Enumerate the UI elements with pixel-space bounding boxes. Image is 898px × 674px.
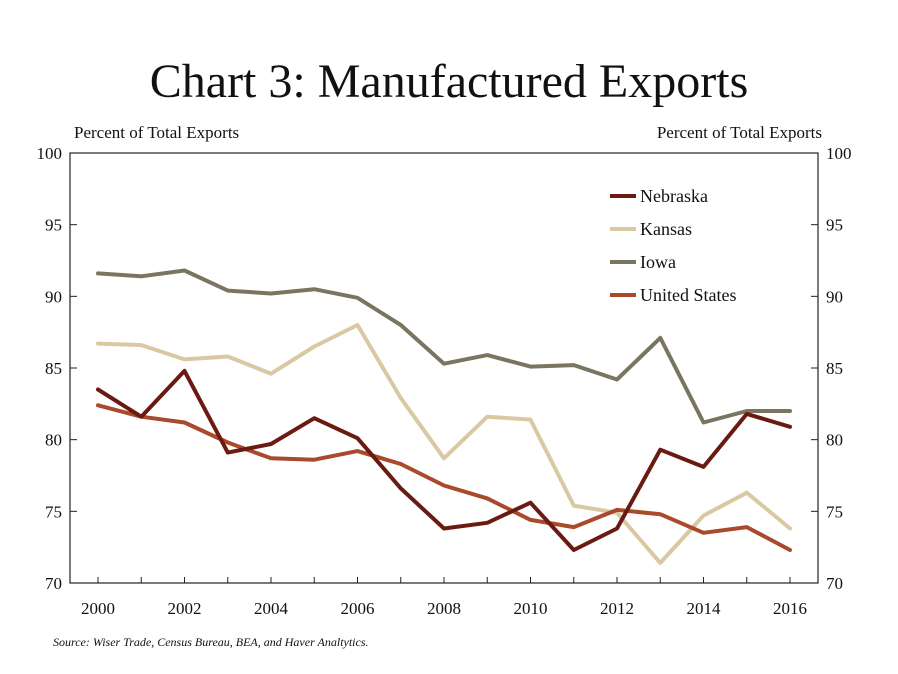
x-tick-label: 2000 (81, 599, 115, 618)
series-line-kansas (96, 323, 792, 565)
legend-label-kansas: Kansas (640, 219, 692, 239)
x-tick-label: 2010 (514, 599, 548, 618)
y-tick-label-left: 75 (45, 502, 62, 521)
y-tick-label-left: 95 (45, 216, 62, 235)
y-axis-label-left: Percent of Total Exports (74, 123, 240, 142)
series-line-iowa (96, 268, 792, 425)
y-tick-label-right: 85 (826, 359, 843, 378)
y-tick-label-right: 95 (826, 216, 843, 235)
x-tick-label: 2014 (687, 599, 722, 618)
x-tick-label: 2004 (254, 599, 289, 618)
x-tick-label: 2006 (341, 599, 375, 618)
series-line-united-states (96, 403, 792, 552)
y-tick-label-right: 75 (826, 502, 843, 521)
x-tick-label: 2008 (427, 599, 461, 618)
x-tick-label: 2016 (773, 599, 807, 618)
source-note: Source: Wiser Trade, Census Bureau, BEA,… (53, 635, 369, 649)
x-tick-label: 2002 (168, 599, 202, 618)
plot-frame (69, 152, 819, 584)
y-tick-label-left: 90 (45, 287, 62, 306)
legend-label-united-states: United States (640, 285, 737, 305)
y-tick-label-right: 70 (826, 574, 843, 593)
y-tick-label-right: 80 (826, 431, 843, 450)
series-line-nebraska (96, 368, 792, 552)
legend-label-iowa: Iowa (640, 252, 676, 272)
y-axis-label-right: Percent of Total Exports (656, 123, 822, 142)
y-tick-label-left: 100 (37, 144, 63, 163)
y-tick-label-left: 70 (45, 574, 62, 593)
x-tick-label: 2012 (600, 599, 634, 618)
legend-label-nebraska: Nebraska (640, 186, 708, 206)
y-tick-label-right: 100 (826, 144, 852, 163)
y-tick-label-left: 80 (45, 431, 62, 450)
y-tick-label-left: 85 (45, 359, 62, 378)
y-tick-label-right: 90 (826, 287, 843, 306)
chart-title: Chart 3: Manufactured Exports (149, 55, 749, 108)
